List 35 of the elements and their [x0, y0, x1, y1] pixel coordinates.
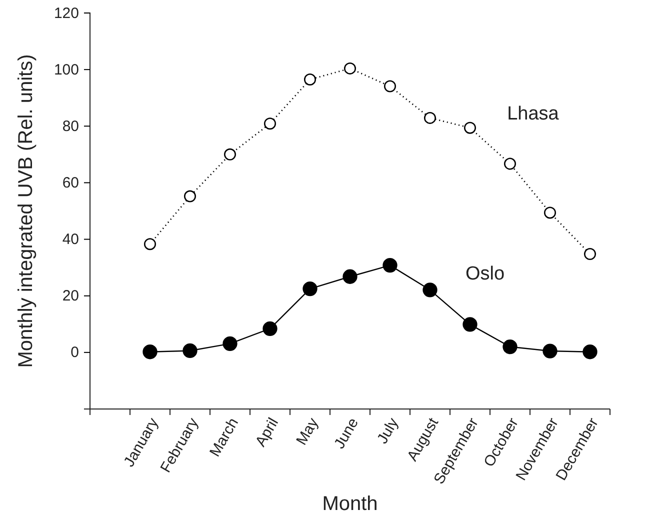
- point: [142, 344, 158, 360]
- point: [464, 122, 476, 134]
- point: [264, 118, 276, 130]
- series-label: Oslo: [465, 264, 505, 285]
- point: [382, 258, 398, 273]
- y-tick-label: 80: [62, 118, 79, 135]
- point: [422, 282, 438, 298]
- x-axis-title: Month: [322, 493, 378, 515]
- point: [502, 339, 518, 354]
- point: [542, 344, 558, 358]
- series-label: Lhasa: [507, 104, 560, 125]
- point: [424, 112, 436, 124]
- point: [544, 206, 556, 219]
- point: [584, 248, 596, 260]
- point: [262, 321, 278, 336]
- y-axis-title: Monthly integrated UVB (Rel. units): [15, 54, 37, 368]
- point: [184, 190, 196, 202]
- point: [344, 62, 356, 74]
- point: [182, 343, 198, 358]
- point: [224, 148, 236, 160]
- y-tick-label: 0: [70, 344, 79, 362]
- point: [462, 317, 478, 332]
- point: [222, 336, 238, 351]
- point: [302, 281, 318, 296]
- y-tick-label: 60: [62, 174, 79, 192]
- y-tick-label: 100: [54, 61, 79, 78]
- point: [504, 158, 516, 170]
- point: [384, 80, 396, 92]
- y-tick-label: 40: [62, 231, 79, 248]
- y-tick-label: 120: [54, 4, 79, 22]
- point: [342, 269, 358, 284]
- point: [144, 238, 156, 250]
- y-tick-label: 20: [62, 288, 79, 305]
- point: [304, 73, 316, 86]
- point: [582, 344, 598, 360]
